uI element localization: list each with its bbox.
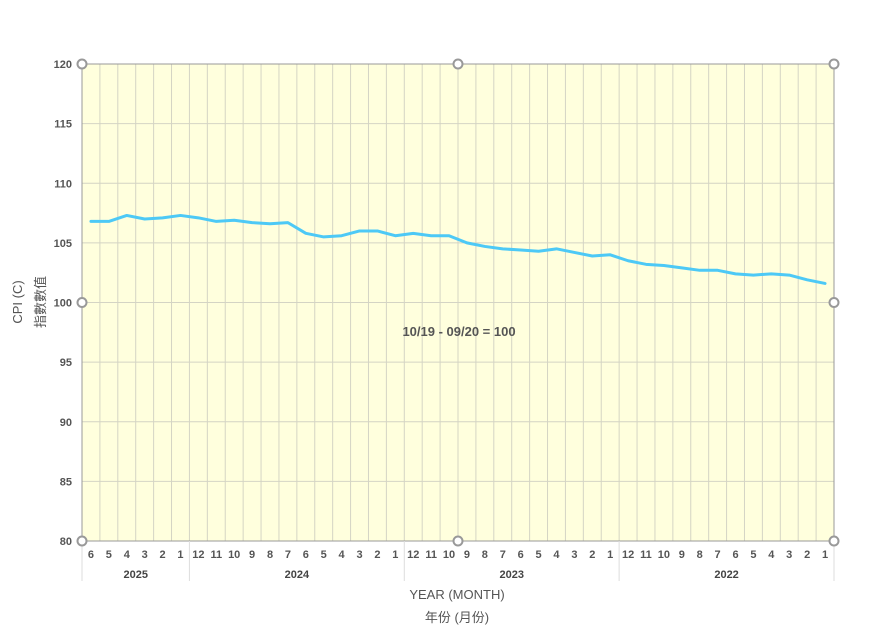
x-tick-label: 3: [786, 549, 792, 561]
y-tick-label: 85: [60, 476, 72, 488]
x-tick-label: 5: [106, 549, 112, 561]
y-tick-label: 80: [60, 536, 72, 548]
x-tick-label: 3: [142, 549, 148, 561]
x-tick-label: 11: [210, 549, 222, 561]
x-tick-label: 2: [374, 549, 380, 561]
x-tick-label: 12: [622, 549, 634, 561]
x-tick-label: 1: [607, 549, 613, 561]
x-tick-label: 4: [553, 549, 560, 561]
x-tick-label: 6: [303, 549, 309, 561]
x-tick-label: 4: [124, 549, 131, 561]
x-tick-label: 8: [267, 549, 273, 561]
x-tick-label: 9: [464, 549, 470, 561]
resize-handle[interactable]: [452, 58, 464, 70]
x-tick-label: 6: [518, 549, 524, 561]
year-label: 2022: [714, 569, 738, 581]
resize-handle[interactable]: [76, 297, 88, 308]
y-tick-label: 115: [54, 119, 72, 131]
y-axis-ticks: 80 85 90 95 100 105 110 115 120: [54, 59, 72, 548]
x-tick-label: 11: [640, 549, 652, 561]
x-tick-label: 1: [392, 549, 398, 561]
x-tick-label: 9: [679, 549, 685, 561]
x-tick-label: 12: [407, 549, 419, 561]
x-tick-label: 2: [589, 549, 595, 561]
x-tick-label: 4: [768, 549, 775, 561]
x-tick-label: 6: [732, 549, 738, 561]
resize-handle[interactable]: [828, 297, 840, 308]
x-tick-label: 4: [339, 549, 346, 561]
y-tick-label: 105: [54, 238, 72, 250]
x-tick-label: 11: [425, 549, 437, 561]
y-tick-label: 100: [54, 298, 72, 310]
y-tick-label: 110: [54, 178, 72, 190]
x-tick-label: 3: [356, 549, 362, 561]
x-tick-label: 2: [804, 549, 810, 561]
series-line-cpi: [89, 213, 827, 285]
x-tick-label: 10: [228, 549, 240, 561]
y-tick-label: 95: [60, 357, 72, 369]
x-axis-title: YEAR (MONTH): [409, 587, 504, 602]
x-tick-label: 1: [822, 549, 828, 561]
x-tick-label: 9: [249, 549, 255, 561]
x-axis-month-ticks: 6 5 4 3 2 1 12 11 10 9 8 7 6 5 4 3 2 1 12 11 10 9 8 7 6 5 4 3 2 1 12 11…: [88, 549, 828, 561]
x-tick-label: 5: [321, 549, 327, 561]
resize-handle[interactable]: [828, 58, 840, 70]
x-tick-label: 8: [697, 549, 703, 561]
y-tick-label: 90: [60, 417, 72, 429]
resize-handle[interactable]: [76, 535, 88, 547]
x-tick-label: 8: [482, 549, 488, 561]
x-axis-year-band: 2025 2024 2023 2022: [81, 541, 835, 581]
x-tick-label: 7: [285, 549, 291, 561]
x-tick-label: 5: [536, 549, 542, 561]
x-tick-label: 10: [443, 549, 455, 561]
x-tick-label: 10: [658, 549, 670, 561]
resize-handle[interactable]: [452, 535, 464, 547]
y-axis-title: CPI (C): [10, 280, 25, 323]
x-tick-label: 1: [177, 549, 183, 561]
resize-handle[interactable]: [828, 535, 840, 547]
selection-handles: [76, 58, 840, 547]
year-label: 2024: [285, 569, 310, 581]
y-tick-label: 120: [54, 59, 72, 71]
year-label: 2023: [499, 569, 523, 581]
x-tick-label: 2: [160, 549, 166, 561]
base-period-annotation: 10/19 - 09/20 = 100: [402, 324, 515, 339]
y-axis-title-zh: 指數數值: [33, 276, 48, 328]
year-label: 2025: [123, 569, 147, 581]
x-tick-label: 3: [571, 549, 577, 561]
x-axis-title-zh: 年份 (月份): [425, 610, 489, 625]
x-tick-label: 12: [192, 549, 204, 561]
x-tick-label: 7: [500, 549, 506, 561]
x-tick-label: 6: [88, 549, 94, 561]
x-tick-label: 7: [715, 549, 721, 561]
resize-handle[interactable]: [76, 58, 88, 70]
x-tick-label: 5: [750, 549, 756, 561]
